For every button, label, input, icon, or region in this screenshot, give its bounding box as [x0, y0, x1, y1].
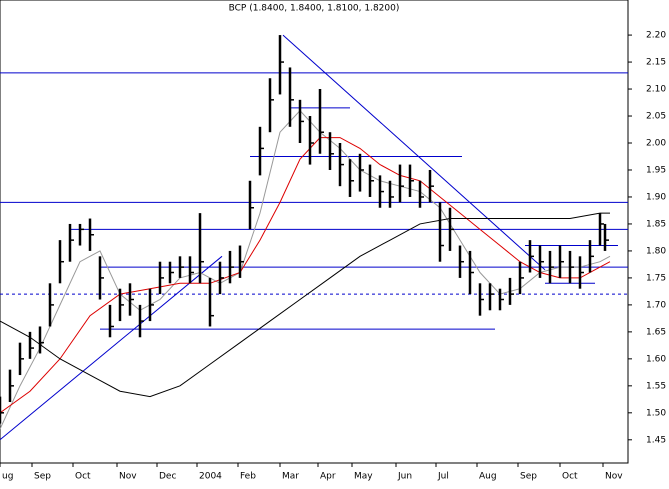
x-tick-label: 2004 — [199, 472, 222, 482]
plot-area — [0, 0, 629, 464]
y-tick-label: 1.55 — [646, 381, 666, 391]
x-tick-label: Jun — [397, 472, 412, 482]
x-tick-label: Oct — [562, 472, 578, 482]
x-tick-label: May — [354, 472, 373, 482]
y-tick-label: 1.85 — [646, 219, 666, 229]
y-tick-label: 2.05 — [646, 112, 666, 122]
y-tick-label: 2.15 — [646, 58, 666, 68]
x-tick-label: Nov — [119, 472, 137, 482]
x-tick-label: Oct — [75, 472, 91, 482]
x-tick-label: Jul — [437, 472, 449, 482]
x-tick-label: Sep — [520, 472, 537, 482]
trend-line — [282, 34, 546, 271]
chart-title: BCP (1.8400, 1.8400, 1.8100, 1.8200) — [229, 4, 400, 14]
x-tick-label: ug — [2, 472, 13, 482]
x-tick-label: Feb — [240, 472, 256, 482]
y-tick-label: 2.20 — [646, 31, 666, 41]
x-tick-label: Aug — [479, 472, 497, 482]
y-tick-label: 1.80 — [646, 246, 666, 256]
x-tick-label: Dec — [159, 472, 176, 482]
y-tick-label: 1.50 — [646, 408, 666, 418]
x-tick-label: Sep — [34, 472, 51, 482]
y-tick-label: 1.95 — [646, 165, 666, 175]
x-tick-label: Apr — [320, 472, 336, 482]
moving-average — [0, 212, 610, 398]
y-tick-label: 1.65 — [646, 327, 666, 337]
y-tick-label: 1.75 — [646, 273, 666, 283]
y-tick-label: 2.10 — [646, 85, 666, 95]
y-tick-label: 2.00 — [646, 139, 666, 149]
y-tick-label: 1.90 — [646, 192, 666, 202]
x-tick-label: Nov — [605, 472, 623, 482]
y-tick-label: 1.45 — [646, 435, 666, 445]
y-tick-label: 1.70 — [646, 300, 666, 310]
y-tick-label: 1.60 — [646, 354, 666, 364]
trend-line — [0, 255, 223, 441]
x-tick-label: Mar — [282, 472, 299, 482]
